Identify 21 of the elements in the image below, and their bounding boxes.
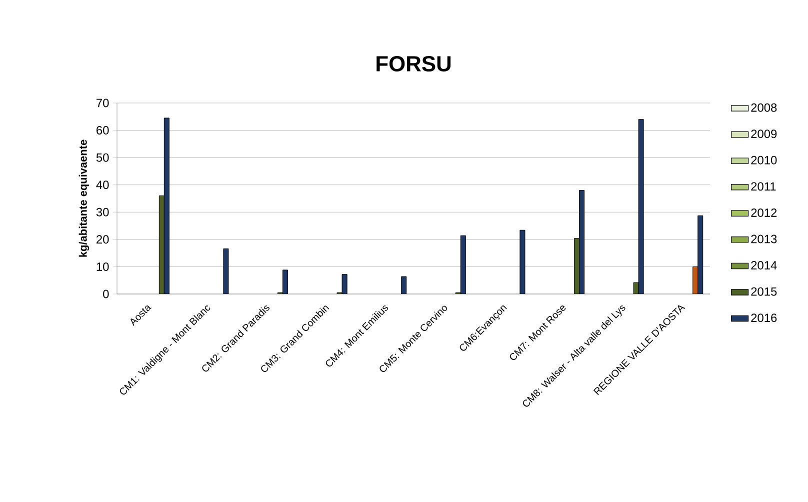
bar: [401, 276, 407, 294]
y-tick-label: 10: [96, 262, 109, 271]
y-tick-label: 60: [96, 126, 109, 134]
legend-label: 2014: [751, 261, 777, 270]
legend-label: 2012: [751, 208, 777, 217]
y-tick-label: 20: [96, 235, 109, 244]
bar: [223, 248, 229, 294]
chart-title: FORSU: [376, 56, 451, 72]
y-axis-title: kg/abitante equivaente: [78, 140, 90, 257]
y-tick-label: 50: [96, 153, 109, 162]
legend-label: 2015: [751, 287, 777, 296]
y-tick-label: 30: [96, 208, 109, 216]
legend-label: 2013: [751, 234, 777, 244]
y-tick-label: 40: [96, 180, 109, 190]
legend-label: 2010: [751, 156, 777, 164]
y-tick-label: 0: [103, 290, 109, 298]
legend-label: 2009: [751, 130, 777, 138]
legend-label: 2016: [751, 314, 777, 322]
legend-label: 2008: [751, 103, 777, 112]
y-tick-label: 70: [96, 98, 109, 108]
legend-label: 2011: [751, 182, 776, 191]
